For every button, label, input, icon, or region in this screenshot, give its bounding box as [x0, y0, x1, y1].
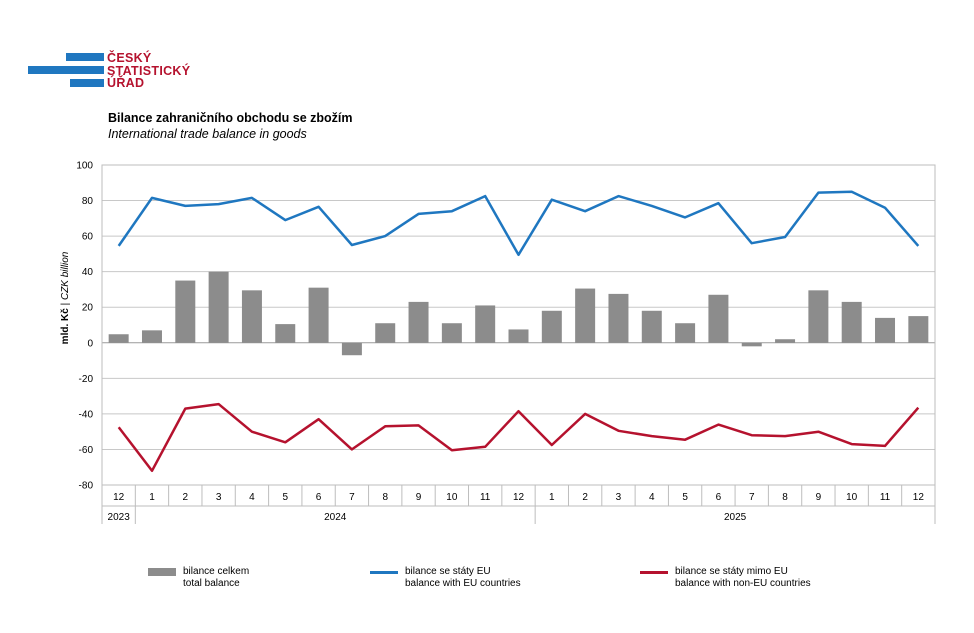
legend-label-eu-en: balance with EU countries [405, 578, 521, 589]
year-label: 2024 [324, 512, 347, 523]
y-tick-label: -60 [79, 445, 94, 456]
logo-line-2: STATISTICKÝ [107, 63, 191, 78]
bar-total-balance [508, 329, 529, 343]
bar-total-balance [208, 271, 229, 343]
x-tick-label: 4 [249, 492, 255, 503]
bar-total-balance [341, 342, 362, 356]
plot-frame [101, 164, 936, 486]
legend-swatch-non-eu [640, 571, 668, 574]
csu-logo [28, 53, 104, 87]
bar-total-balance [141, 330, 162, 343]
chart-title: Bilance zahraničního obchodu se zbožím [108, 111, 353, 125]
bar-total-balance [241, 290, 262, 343]
y-tick-label: 20 [82, 303, 94, 314]
legend-label-total-en: total balance [183, 578, 240, 589]
x-tick-label: 11 [880, 492, 891, 503]
x-tick-label: 3 [616, 492, 622, 503]
bar-total-balance [875, 317, 896, 343]
x-tick-label: 8 [382, 492, 388, 503]
legend-swatch-eu [370, 571, 398, 574]
x-tick-label: 10 [846, 492, 858, 503]
balance-lines [117, 190, 920, 473]
bar-total-balance [641, 310, 662, 343]
y-axis-label: mld. Kč | CZK billion [60, 251, 71, 344]
x-tick-label: 9 [416, 492, 422, 503]
x-tick-label: 3 [216, 492, 222, 503]
year-label: 2023 [108, 512, 131, 523]
logo-line-1: ČESKÝ [107, 51, 152, 65]
bar-total-balance [575, 288, 596, 343]
bar-total-balance [808, 290, 829, 343]
x-tick-label: 9 [816, 492, 822, 503]
legend-swatch-total [148, 568, 176, 576]
y-tick-label: 0 [87, 338, 93, 349]
y-tick-label: -40 [79, 409, 94, 420]
bar-total-balance [741, 342, 762, 347]
legend-label-total: bilance celkem [183, 566, 250, 577]
legend-label-non-eu: bilance se státy mimo EU [675, 566, 788, 577]
legend-label-non-eu-en: balance with non-EU countries [675, 578, 811, 589]
bar-total-balance [375, 323, 396, 343]
x-tick-label: 7 [749, 492, 755, 503]
x-tick-label: 5 [282, 492, 288, 503]
x-tick-label: 2 [582, 492, 588, 503]
x-tick-label: 6 [716, 492, 722, 503]
bar-total-balance [441, 323, 462, 343]
logo-bar-middle [28, 66, 104, 74]
legend-label-eu: bilance se státy EU [405, 566, 491, 577]
x-tick-label: 5 [682, 492, 688, 503]
y-tick-label: -80 [79, 481, 94, 492]
bar-total-balance [275, 324, 296, 343]
bar-total-balance [841, 301, 862, 343]
bar-total-balance [541, 310, 562, 343]
x-tick-label: 1 [149, 492, 155, 503]
bar-total-balance [908, 316, 929, 343]
x-tick-label: 10 [446, 492, 458, 503]
logo-bar-top [66, 53, 104, 61]
y-axis-label-cz: mld. Kč [60, 308, 71, 345]
y-tick-label: -20 [79, 374, 94, 385]
y-tick-labels: 100 80 60 40 20 0 -20 -40 -60 -80 [76, 161, 93, 492]
y-axis-label-en: CZK billion [60, 251, 71, 300]
x-tick-label: 2 [183, 492, 189, 503]
bar-total-balance [675, 323, 696, 343]
logo-line-3: ÚŘAD [107, 76, 145, 90]
y-tick-label: 40 [82, 267, 94, 278]
bar-total-balance [175, 280, 196, 343]
x-tick-label: 11 [480, 492, 491, 503]
bar-total-balance [475, 305, 496, 343]
line-non-eu-balance [117, 402, 920, 473]
y-tick-label: 100 [76, 161, 93, 172]
bar-total-balance [608, 293, 629, 343]
x-tick-label: 1 [549, 492, 555, 503]
chart-subtitle: International trade balance in goods [108, 127, 307, 141]
x-tick-label: 12 [113, 492, 125, 503]
year-label: 2025 [724, 512, 747, 523]
bar-total-balance [408, 301, 429, 343]
y-tick-label: 60 [82, 232, 94, 243]
bar-total-balance [708, 294, 729, 343]
bar-total-balance [775, 339, 796, 343]
x-tick-label: 12 [913, 492, 925, 503]
bar-total-balance [308, 287, 329, 343]
x-tick-label: 8 [782, 492, 788, 503]
logo-text: ČESKÝ STATISTICKÝ ÚŘAD [107, 52, 190, 90]
bar-total-balance [108, 334, 129, 343]
total-balance-bars [108, 271, 929, 356]
x-tick-label: 4 [649, 492, 655, 503]
logo-bar-bottom [70, 79, 104, 87]
line-eu-balance [117, 190, 920, 257]
x-tick-label: 6 [316, 492, 322, 503]
axes [101, 164, 936, 524]
y-tick-label: 80 [82, 196, 94, 207]
x-tick-label: 12 [513, 492, 525, 503]
x-tick-label: 7 [349, 492, 355, 503]
